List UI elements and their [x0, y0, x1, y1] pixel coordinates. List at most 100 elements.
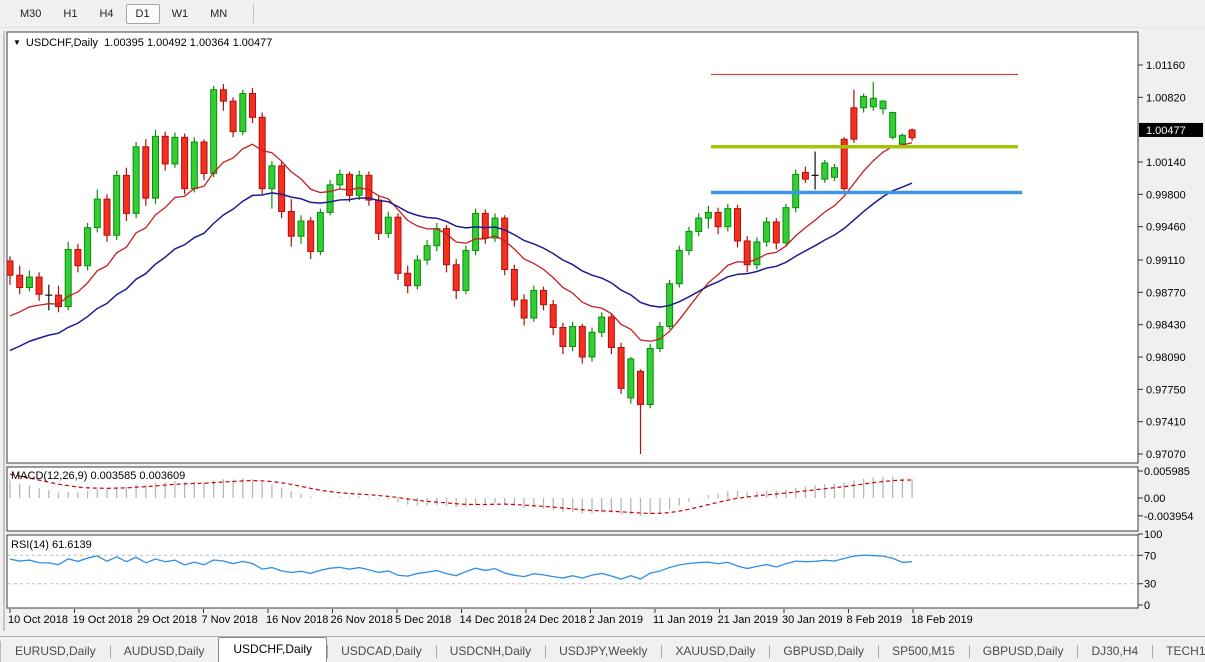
candle-bear: [287, 210, 295, 237]
candle-bull: [152, 135, 159, 199]
timeframe-button-w1[interactable]: W1: [171, 7, 189, 20]
candle-bull: [588, 331, 596, 358]
candle-bear: [452, 264, 460, 291]
candle-bear: [607, 316, 615, 348]
candle-bull: [64, 249, 72, 308]
macd-axis-label: 0.005985: [1144, 466, 1190, 478]
rsi-axis-label: 100: [1144, 529, 1162, 541]
date-axis-label: 24 Dec 2018: [524, 614, 586, 626]
price-axis-label: 1.00140: [1146, 157, 1186, 169]
candle-bear: [501, 217, 509, 270]
candle-bull: [763, 221, 771, 243]
candle-bear: [278, 165, 286, 212]
price-axis-label: 1.01160: [1146, 60, 1185, 72]
timeframe-button-m30[interactable]: M30: [20, 7, 42, 20]
candle-bull: [210, 89, 218, 174]
price-axis-label: 0.98770: [1146, 287, 1186, 299]
current-price-label: 1.00477: [1146, 125, 1186, 137]
symbol-dropdown-icon[interactable]: ▼: [13, 38, 21, 47]
candle-bull: [898, 134, 906, 145]
date-axis-label: 16 Nov 2018: [266, 614, 328, 626]
chart-tab-usdchf-daily[interactable]: USDCHF,Daily: [218, 637, 328, 662]
macd-axis-label: -0.003954: [1144, 511, 1194, 523]
chart-tabbar: EURUSD,Daily AUDUSD,Daily USDCHF,Daily USDC…: [0, 636, 1205, 662]
candle-bear: [540, 289, 547, 306]
candle-bear: [443, 228, 450, 266]
candle-bull: [782, 207, 790, 244]
candle-bear: [375, 199, 383, 234]
date-axis-label: 18 Feb 2019: [911, 614, 973, 626]
candle-bear: [772, 221, 780, 244]
price-axis-label: 0.99460: [1146, 222, 1186, 234]
candle-bear: [365, 174, 373, 201]
candle-bear: [258, 116, 266, 190]
timeframe-toolbar: M30 H1 H4 D1 W1 MN: [0, 0, 1205, 28]
price-axis-label: 0.97070: [1146, 449, 1186, 461]
candle-bear: [743, 240, 751, 266]
rsi-axis-label: 70: [1144, 550, 1156, 562]
candle-bull: [598, 316, 606, 333]
macd-axis-label: 0.00: [1144, 493, 1165, 505]
chart-tab-xauusd-daily[interactable]: XAUUSD,Daily: [661, 641, 769, 662]
candle-bear: [549, 304, 557, 329]
candle-bear: [578, 326, 586, 358]
price-axis-label: 0.97410: [1146, 417, 1186, 429]
price-axis-label: 0.99800: [1146, 189, 1186, 201]
candle-bear: [346, 173, 353, 196]
candle-bull: [889, 112, 897, 138]
candle-bull: [879, 100, 887, 110]
candle-bull: [675, 249, 683, 285]
candle-bull: [84, 227, 92, 267]
rsi-pane-content: [8, 554, 1137, 585]
price-pane-content: [7, 73, 1022, 454]
candle-bear: [908, 129, 916, 139]
candle-bear: [617, 346, 625, 389]
chart-tab-gbpusd-daily[interactable]: GBPUSD,Daily: [769, 641, 878, 662]
timeframe-button-h1[interactable]: H1: [63, 7, 78, 20]
rsi-axis-label: 30: [1144, 579, 1156, 591]
chart-tab-eurusd-daily[interactable]: EURUSD,Daily: [15, 644, 96, 658]
ma-slow-line: [9, 182, 913, 352]
timeframe-button-d1[interactable]: D1: [125, 3, 160, 24]
candle-bear: [103, 198, 111, 236]
date-axis-label: 10 Oct 2018: [8, 614, 68, 626]
rsi-axis-label: 0: [1144, 600, 1150, 612]
candle-bull: [297, 220, 305, 237]
date-axis-label: 2 Jan 2019: [589, 614, 643, 626]
candle-bear: [161, 135, 169, 165]
chart-tab-gbpusd-daily[interactable]: GBPUSD,Daily: [968, 641, 1078, 662]
candle-bear: [249, 93, 256, 118]
candle-bull: [336, 173, 344, 186]
rsi-pane: [6, 534, 1139, 609]
date-axis-label: 5 Dec 2018: [395, 614, 451, 626]
chart-tab-audusd-daily[interactable]: AUDUSD,Daily: [109, 641, 219, 662]
candle-bull: [685, 230, 693, 251]
candle-bull: [132, 146, 140, 214]
chart-tab-usdcnh-daily[interactable]: USDCNH,Daily: [435, 641, 545, 662]
candle-bear: [200, 141, 208, 174]
candle-bear: [229, 100, 237, 133]
candle-bear: [122, 174, 130, 214]
chart-tab-tech100[interactable]: TECH100: [1152, 641, 1205, 662]
candle-bull: [355, 174, 363, 196]
candle-bull: [25, 276, 33, 289]
candle-bear: [481, 212, 489, 239]
chart-tab-dj30-h4[interactable]: DJ30,H4: [1077, 641, 1152, 662]
date-axis-label: 14 Dec 2018: [460, 614, 522, 626]
chart-tab-sp500-m15[interactable]: SP500,M15: [878, 641, 969, 662]
timeframe-button-h4[interactable]: H4: [99, 7, 114, 20]
candle-bull: [326, 184, 334, 213]
timeframe-button-mn[interactable]: MN: [210, 7, 228, 20]
candle-bear: [404, 272, 412, 287]
candle-bull: [413, 259, 421, 287]
price-axis-label: 0.99110: [1146, 255, 1185, 267]
ma-fast-line: [9, 142, 913, 342]
chart-tab-usdjpy-weekly[interactable]: USDJPY,Weekly: [545, 641, 661, 662]
candle-bear: [734, 208, 741, 242]
chart-title-text: USDCHF,Daily 1.00395 1.00492 1.00364 1.0…: [25, 37, 273, 49]
candle-bull: [462, 249, 470, 291]
candle-bull: [93, 198, 101, 229]
chart-tab-usdcad-daily[interactable]: USDCAD,Daily: [327, 641, 436, 662]
